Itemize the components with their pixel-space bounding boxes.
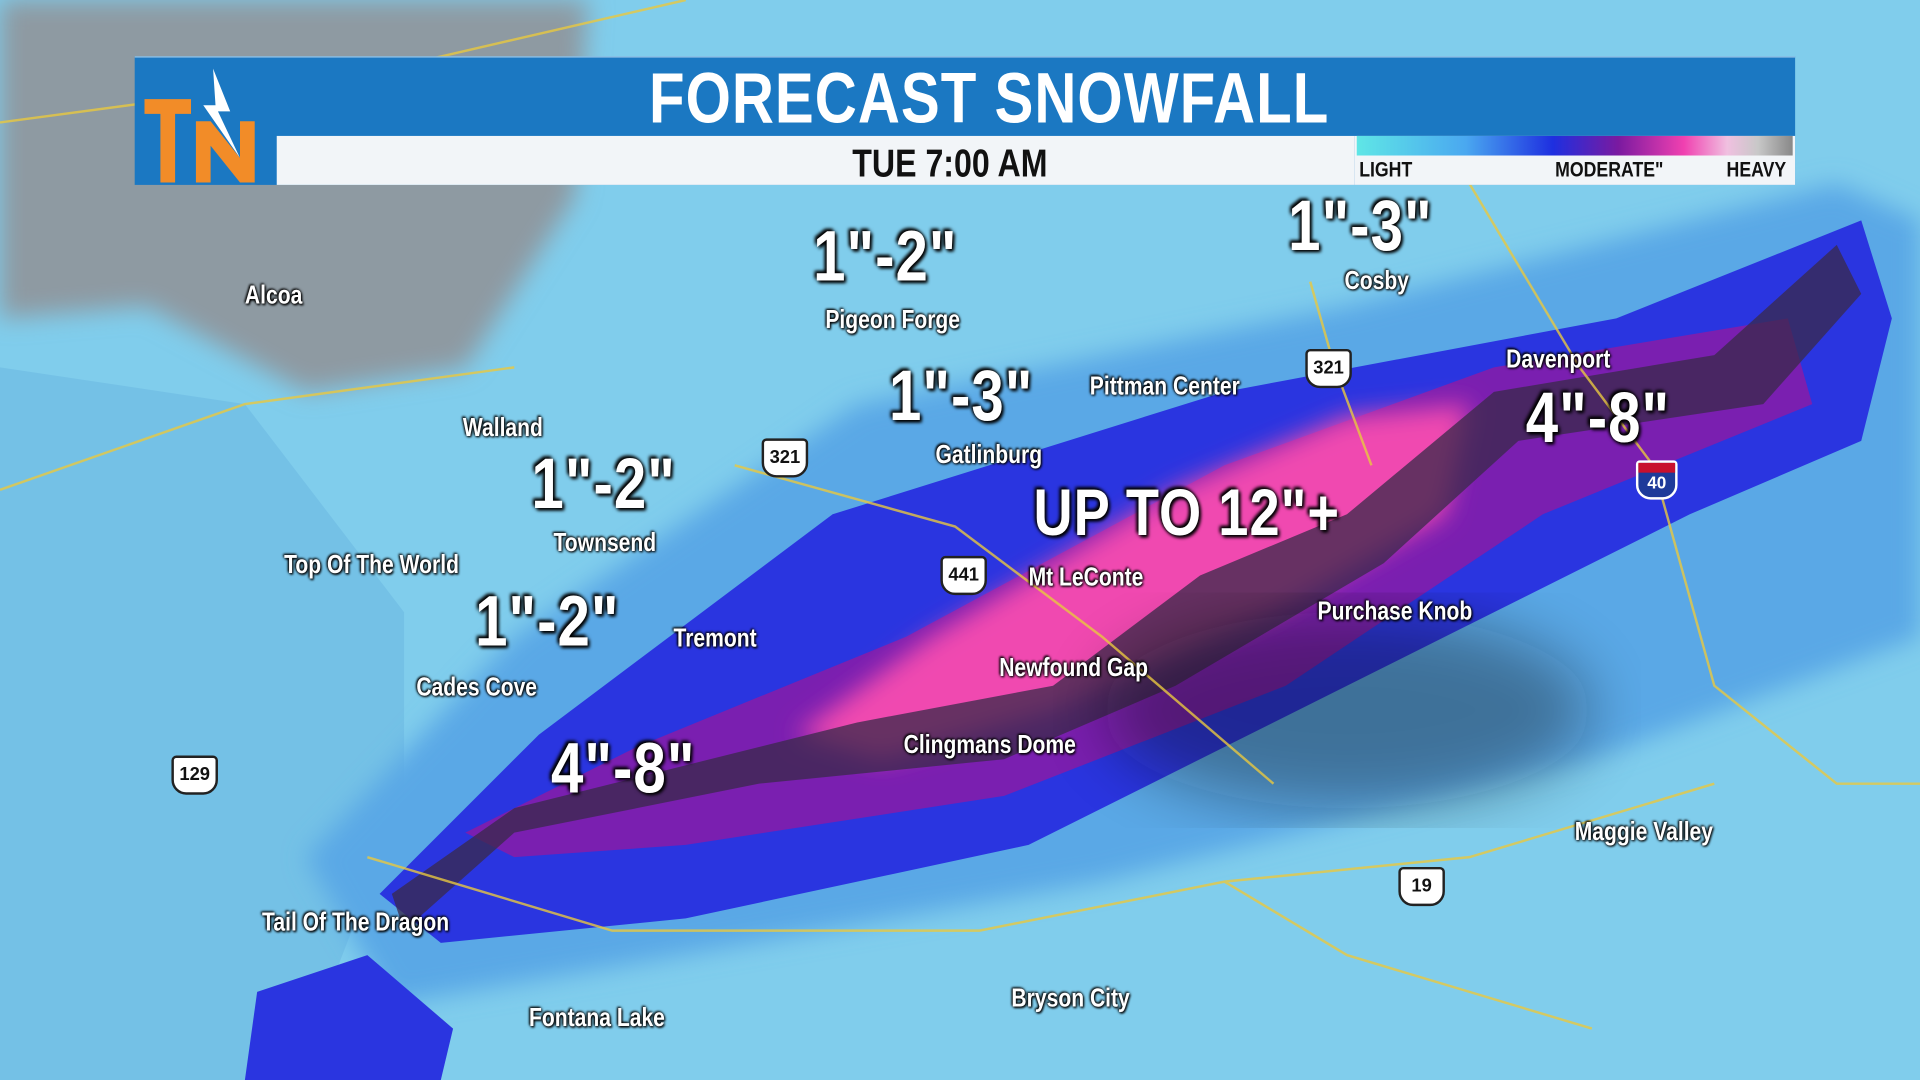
amount-mt-leconte: UP TO 12"+ xyxy=(1033,476,1340,550)
town-label: Pigeon Forge xyxy=(825,306,961,335)
town-label: Fontana Lake xyxy=(528,1004,665,1033)
ridge-shadow xyxy=(391,244,1862,931)
route-19-shield: 19 xyxy=(1398,866,1445,907)
route-321-shield: 321 xyxy=(761,438,809,478)
route-441-shield: 441 xyxy=(940,555,987,596)
snowfall-legend: LIGHT MODERATE" HEAVY xyxy=(1354,135,1796,185)
header-banner: FORECAST SNOWFALL TUE 7:00 AM LIGHT MODE… xyxy=(134,56,1796,185)
route-321-shield: 321 xyxy=(1305,348,1352,389)
amount-davenport: 4"-8" xyxy=(1525,378,1671,458)
terrain-shadow xyxy=(1102,612,1592,809)
amount-townsend: 1"-2" xyxy=(531,444,676,525)
town-label: Townsend xyxy=(553,528,657,558)
amount-pigeon-forge: 1"-2" xyxy=(813,216,958,297)
legend-heavy: HEAVY xyxy=(1726,157,1787,182)
town-label: Clingmans Dome xyxy=(903,731,1076,760)
time-bar: TUE 7:00 AM xyxy=(276,135,1355,185)
legend-moderate: MODERATE" xyxy=(1555,157,1664,182)
town-label: Purchase Knob xyxy=(1317,597,1473,626)
route-129-shield: 129 xyxy=(171,755,218,795)
lightning-bolt-icon xyxy=(203,68,241,158)
town-label: Davenport xyxy=(1506,345,1611,374)
heavy-pink-band xyxy=(795,404,1470,760)
amount-cosby: 1"-3" xyxy=(1288,186,1433,266)
interstate-40-shield: 40 xyxy=(1635,460,1678,500)
amount-tremont: 1"-2" xyxy=(475,581,620,662)
light-snow-band xyxy=(0,367,405,1080)
legend-color-bar xyxy=(1356,135,1793,156)
town-label: Cades Cove xyxy=(416,673,538,702)
tn-logo xyxy=(144,68,255,183)
town-label: Pittman Center xyxy=(1089,372,1240,401)
town-label: Walland xyxy=(462,413,543,443)
town-label: Tail Of The Dragon xyxy=(262,908,450,937)
forecast-time: TUE 7:00 AM xyxy=(852,140,1048,185)
town-label: Bryson City xyxy=(1011,984,1130,1013)
page-title: FORECAST SNOWFALL xyxy=(648,58,1330,139)
legend-light: LIGHT xyxy=(1359,157,1413,182)
town-label: Maggie Valley xyxy=(1574,817,1714,847)
amount-southwest: 4"-8" xyxy=(551,728,696,809)
town-label: Tremont xyxy=(673,624,757,653)
town-label: Newfound Gap xyxy=(999,653,1148,683)
town-label: Alcoa xyxy=(244,281,303,310)
town-label: Mt LeConte xyxy=(1028,563,1144,592)
moderate-band-south xyxy=(244,955,454,1080)
town-label: Cosby xyxy=(1344,266,1409,296)
amount-gatlinburg: 1"-3" xyxy=(888,356,1034,436)
town-label: Gatlinburg xyxy=(935,440,1043,469)
town-label: Top Of The World xyxy=(284,551,459,580)
